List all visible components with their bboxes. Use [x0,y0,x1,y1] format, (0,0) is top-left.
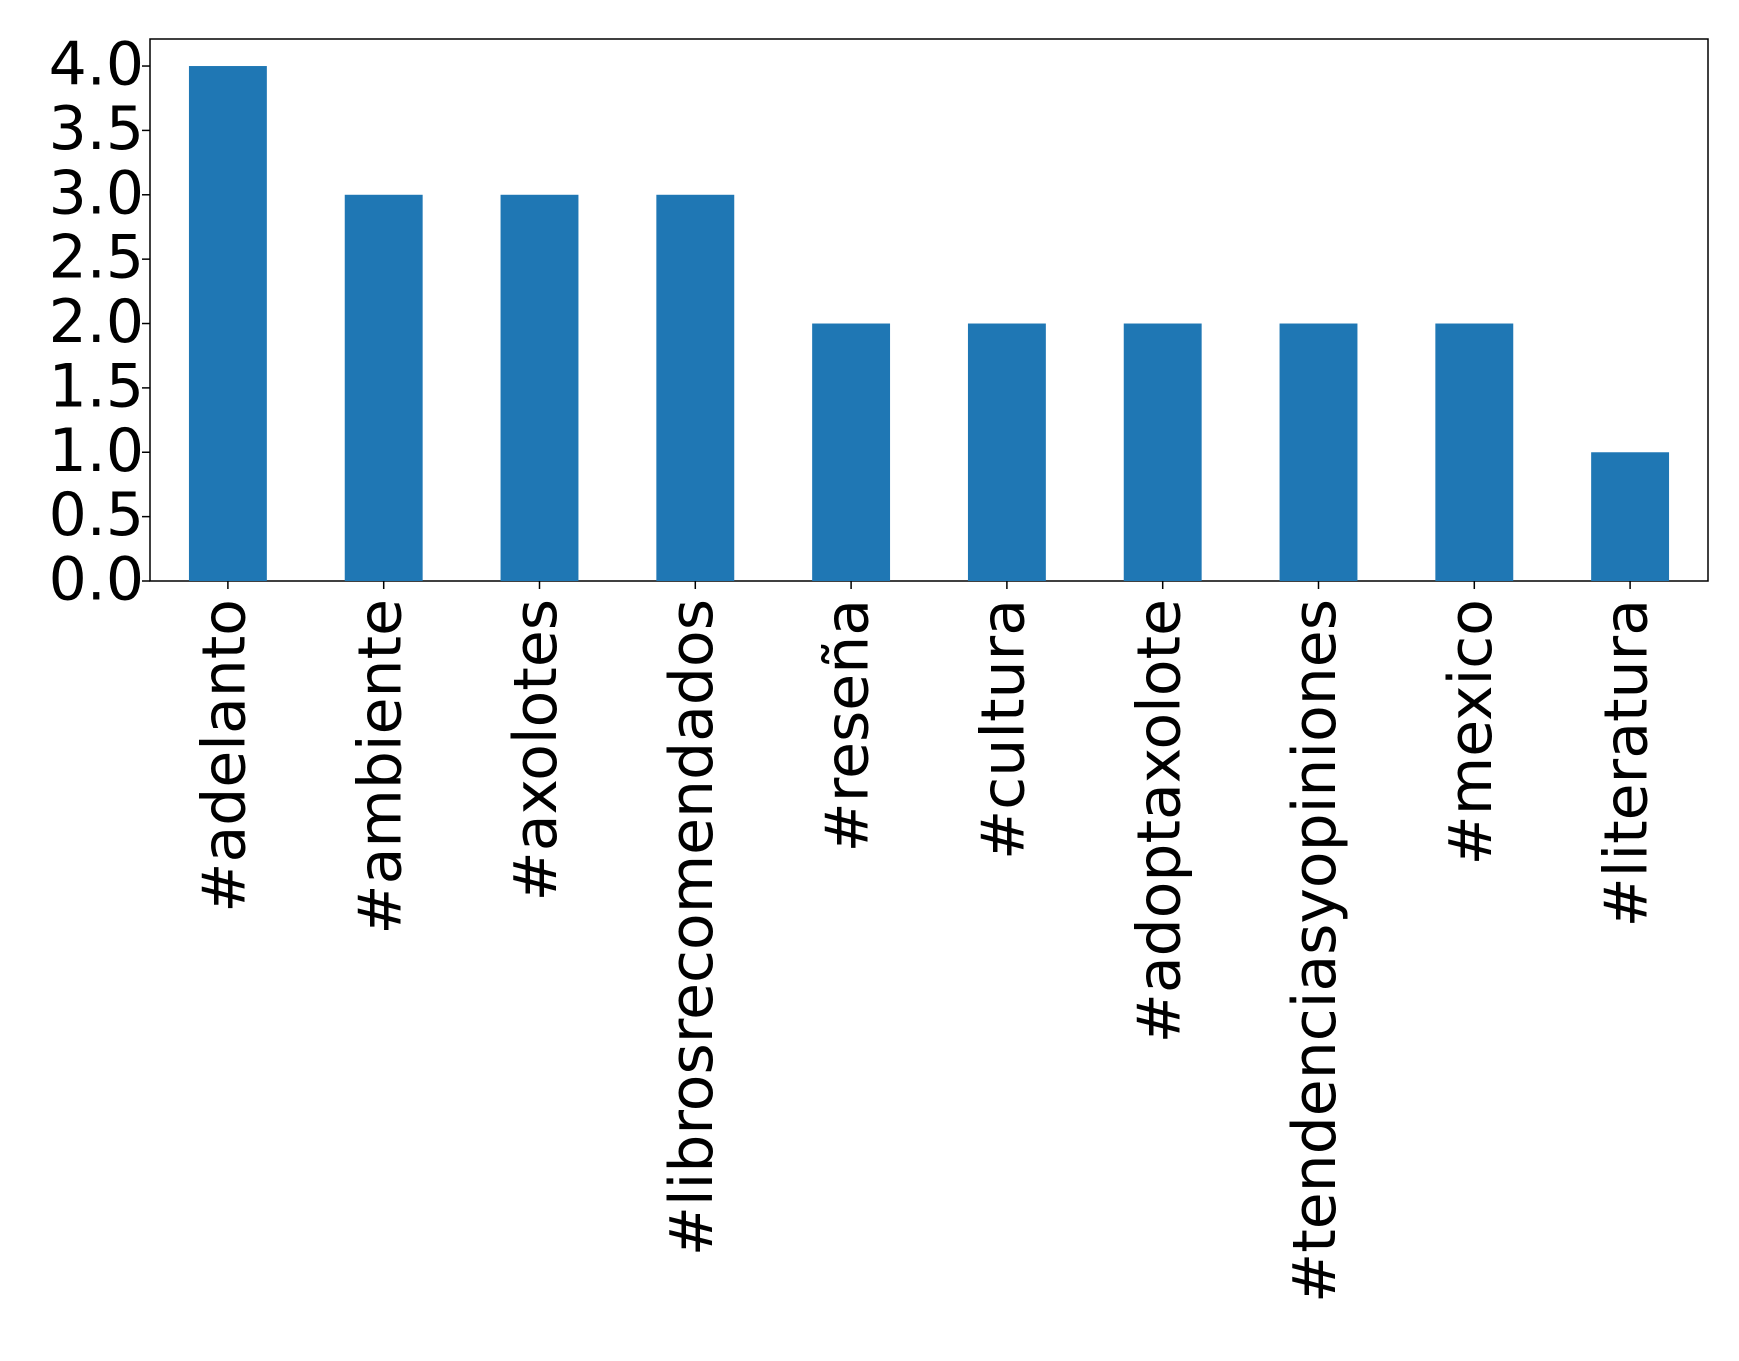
x-tick-label: #cultura [968,599,1038,860]
bar [656,194,735,581]
y-tick-label: 0.0 [49,545,144,615]
y-tick-label: 1.0 [49,416,144,486]
x-tick-label: #adelanto [189,599,259,913]
plot-frame [149,38,1709,582]
x-tick-label: #axolotes [501,599,571,902]
bar [1591,452,1670,581]
x-tick-label: #reseña [813,599,883,853]
x-tick-label: #mexico [1436,599,1506,865]
bar [500,194,579,581]
y-tick-label: 4.0 [49,30,144,100]
x-tick-label: #ambiente [345,599,415,935]
y-tick-label: 2.0 [49,287,144,357]
bar [967,323,1046,581]
y-tick-label: 1.5 [49,351,144,421]
y-tick-label: 3.5 [49,94,144,164]
bar [188,66,267,581]
bar [812,323,891,581]
bar [344,194,423,581]
x-tick-label: #librosrecomendados [657,599,727,1256]
bar [1279,323,1358,581]
bar [1435,323,1514,581]
x-tick-label: #tendenciasyopiniones [1280,599,1350,1303]
x-tick-label: #adoptaxolote [1124,599,1194,1043]
x-tick-label: #literatura [1592,599,1662,927]
y-tick-label: 3.0 [49,158,144,228]
y-tick-label: 0.5 [49,480,144,550]
y-tick-label: 2.5 [49,223,144,293]
bar [1123,323,1202,581]
